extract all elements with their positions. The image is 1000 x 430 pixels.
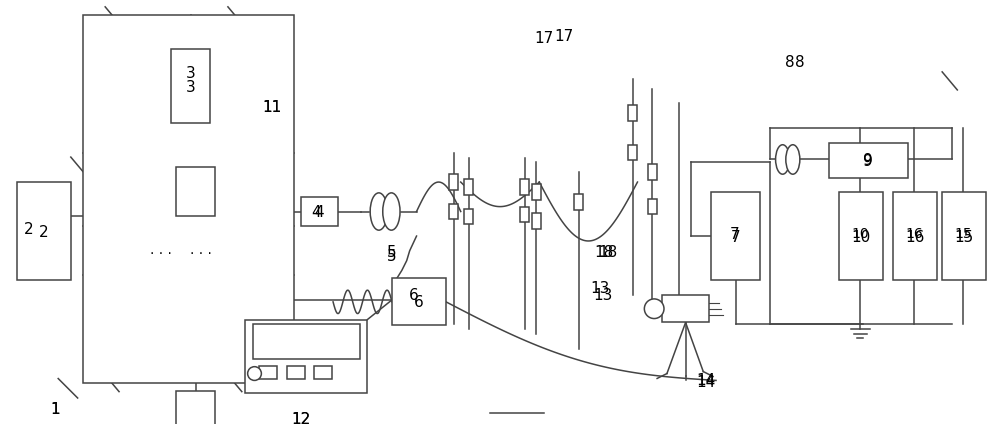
- Bar: [648, 165, 657, 181]
- Bar: [314, 366, 332, 380]
- Ellipse shape: [786, 145, 800, 175]
- Text: · · ·: · · ·: [190, 246, 211, 260]
- Text: 11: 11: [262, 99, 282, 114]
- Bar: [574, 194, 583, 210]
- Text: 2: 2: [24, 221, 33, 236]
- Text: 8: 8: [785, 55, 794, 70]
- Bar: [83, 16, 294, 384]
- Bar: [520, 180, 529, 195]
- Text: 18: 18: [595, 244, 614, 259]
- Text: 7: 7: [731, 229, 740, 244]
- Bar: [392, 279, 446, 326]
- Text: 4: 4: [315, 205, 324, 219]
- Text: 2: 2: [39, 224, 49, 239]
- Text: 4: 4: [312, 205, 321, 219]
- Bar: [171, 50, 210, 124]
- Bar: [648, 199, 657, 215]
- Text: 3: 3: [186, 80, 196, 95]
- Bar: [942, 193, 986, 281]
- Text: 1: 1: [50, 401, 60, 416]
- Bar: [464, 180, 473, 195]
- Text: 11: 11: [262, 99, 282, 114]
- Text: 14: 14: [696, 372, 716, 387]
- Circle shape: [644, 299, 664, 319]
- Bar: [301, 197, 338, 227]
- Text: 9: 9: [863, 154, 873, 169]
- Bar: [839, 193, 883, 281]
- Circle shape: [248, 367, 261, 381]
- Bar: [176, 391, 215, 430]
- Text: 1: 1: [50, 401, 60, 416]
- Text: 16: 16: [905, 229, 925, 244]
- Bar: [532, 184, 541, 200]
- Text: 15: 15: [955, 227, 972, 240]
- Bar: [662, 295, 709, 323]
- Text: 10: 10: [852, 227, 869, 240]
- Text: 8: 8: [795, 55, 804, 70]
- Bar: [245, 320, 367, 393]
- Bar: [464, 209, 473, 225]
- Text: 18: 18: [599, 244, 618, 259]
- Text: 6: 6: [409, 288, 418, 303]
- Text: 17: 17: [554, 29, 573, 44]
- Bar: [893, 193, 937, 281]
- Text: 9: 9: [863, 153, 873, 168]
- Bar: [520, 207, 529, 223]
- Bar: [253, 325, 360, 359]
- Ellipse shape: [383, 194, 400, 230]
- Text: 17: 17: [535, 31, 554, 46]
- Text: 13: 13: [593, 288, 613, 302]
- Bar: [259, 366, 277, 380]
- Text: 12: 12: [291, 411, 310, 426]
- Ellipse shape: [776, 145, 790, 175]
- Ellipse shape: [370, 194, 387, 230]
- Bar: [176, 168, 215, 217]
- Bar: [17, 183, 71, 281]
- Text: 15: 15: [954, 229, 974, 244]
- Bar: [449, 175, 458, 190]
- Text: 12: 12: [291, 411, 310, 426]
- Text: 7: 7: [730, 226, 740, 241]
- Bar: [287, 366, 305, 380]
- Bar: [532, 214, 541, 230]
- Text: 5: 5: [387, 244, 397, 259]
- Text: 16: 16: [906, 227, 923, 240]
- Text: 5: 5: [387, 248, 397, 263]
- Text: 10: 10: [851, 229, 871, 244]
- Text: 3: 3: [186, 65, 196, 80]
- Text: · · ·: · · ·: [150, 246, 172, 260]
- Bar: [449, 204, 458, 220]
- Bar: [829, 144, 908, 179]
- Bar: [628, 106, 637, 122]
- Text: 13: 13: [590, 281, 610, 295]
- Text: 6: 6: [414, 295, 424, 310]
- Text: 14: 14: [696, 374, 716, 389]
- Bar: [628, 145, 637, 161]
- Bar: [711, 193, 760, 281]
